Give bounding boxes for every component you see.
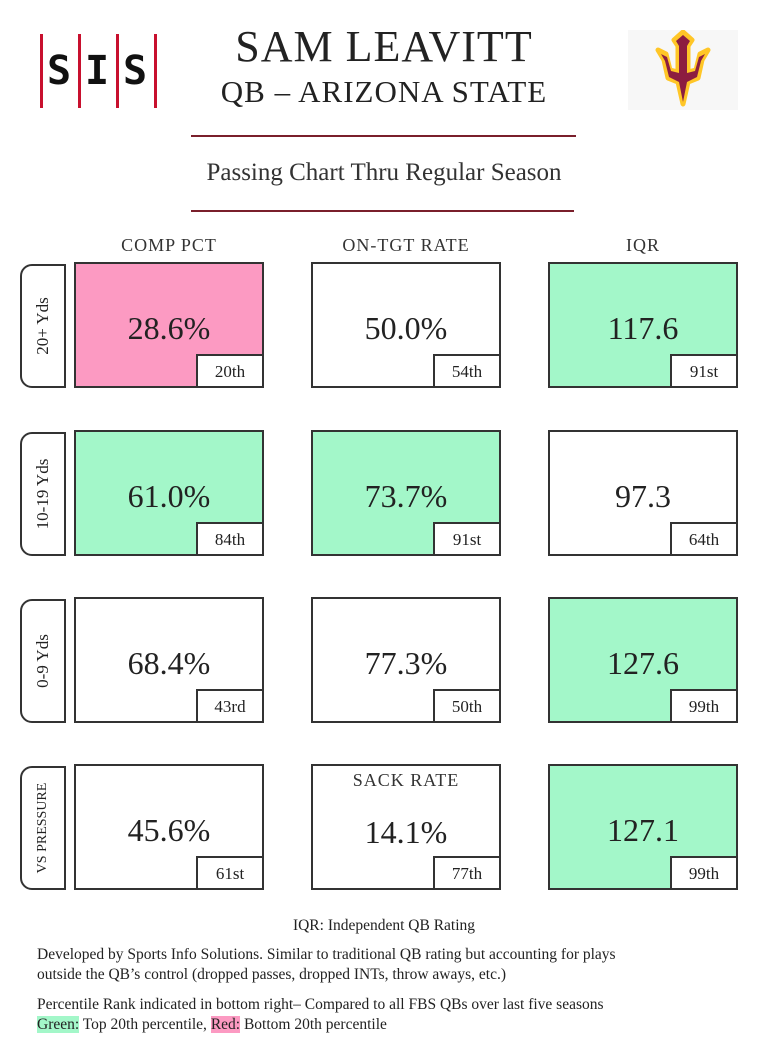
percentile-rank: 84th (196, 522, 264, 556)
sis-letter: I (84, 48, 110, 94)
row-label: 10-19 Yds (33, 458, 52, 530)
legend-red-text: Bottom 20th percentile (240, 1016, 387, 1033)
stat-cell: 50.0% 54th (311, 262, 501, 388)
stat-cell: 61.0% 84th (74, 430, 264, 556)
stat-value: 73.7% (364, 478, 448, 514)
sis-logo: S I S (40, 34, 158, 108)
chart-title: Passing Chart Thru Regular Season (206, 159, 562, 186)
stat-value: 14.1% (364, 814, 448, 850)
legend-green-label: Green: (37, 1016, 80, 1033)
stat-cell: 28.6% 20th (74, 262, 264, 388)
row-label-tab: VS PRESSURE (20, 766, 66, 890)
row-label: 0-9 Yds (33, 634, 52, 688)
stat-value: 50.0% (364, 310, 448, 346)
row-label: 20+ Yds (33, 297, 52, 355)
stat-cell-label: SACK RATE (352, 770, 460, 790)
sis-letter: S (122, 48, 148, 94)
legend-green-text: Top 20th percentile, (79, 1016, 211, 1033)
stat-value: 45.6% (127, 812, 211, 848)
row-label-tab: 0-9 Yds (20, 599, 66, 723)
stat-value: 127.6 (607, 645, 679, 681)
percentile-note: Percentile Rank indicated in bottom righ… (37, 996, 604, 1013)
percentile-rank: 43rd (196, 689, 264, 723)
stat-cell: 77.3% 50th (311, 597, 501, 723)
percentile-rank: 99th (670, 856, 738, 890)
stat-cell: 127.1 99th (548, 764, 738, 890)
stat-cell: 97.3 64th (548, 430, 738, 556)
page-title: SAM LEAVITT (235, 22, 533, 71)
page-subtitle: QB – ARIZONA STATE (220, 74, 548, 109)
percentile-rank: 50th (433, 689, 501, 723)
stat-cell: 45.6% 61st (74, 764, 264, 890)
stat-value: 97.3 (615, 478, 671, 514)
percentile-rank: 91st (433, 522, 501, 556)
stat-value: 61.0% (127, 478, 211, 514)
percentile-rank: 99th (670, 689, 738, 723)
percentile-rank: 20th (196, 354, 264, 388)
stat-value: 77.3% (364, 645, 448, 681)
color-legend: Green: Top 20th percentile, Red: Bottom … (37, 1015, 737, 1035)
stat-cell: 117.6 91st (548, 262, 738, 388)
percentile-rank: 91st (670, 354, 738, 388)
percentile-rank: 61st (196, 856, 264, 890)
divider-bottom (191, 210, 574, 212)
asu-pitchfork-logo (628, 29, 738, 110)
percentile-rank: 64th (670, 522, 738, 556)
row-label: VS PRESSURE (35, 782, 50, 874)
stat-cell: 127.6 99th (548, 597, 738, 723)
row-label-tab: 20+ Yds (20, 264, 66, 388)
developed-note-line-2: outside the QB’s control (dropped passes… (37, 966, 506, 983)
stat-value: 68.4% (127, 645, 211, 681)
stat-value: 28.6% (127, 310, 211, 346)
stat-value: 117.6 (607, 310, 679, 346)
developed-note-line-1: Developed by Sports Info Solutions. Simi… (37, 946, 616, 963)
column-header-comp-pct: COMP PCT (121, 235, 217, 255)
percentile-rank: 54th (433, 354, 501, 388)
column-header-iqr: IQR (626, 235, 660, 255)
iqr-definition: IQR: Independent QB Rating (292, 917, 476, 934)
stat-cell: 73.7% 91st (311, 430, 501, 556)
legend-red-label: Red: (210, 1016, 241, 1033)
sis-letter: S (46, 48, 72, 94)
stat-cell: 68.4% 43rd (74, 597, 264, 723)
percentile-rank: 77th (433, 856, 501, 890)
stat-cell: SACK RATE 14.1% 77th (311, 764, 501, 890)
divider-top (191, 135, 576, 137)
stat-value: 127.1 (607, 812, 679, 848)
column-header-on-tgt-rate: ON-TGT RATE (342, 235, 470, 255)
row-label-tab: 10-19 Yds (20, 432, 66, 556)
